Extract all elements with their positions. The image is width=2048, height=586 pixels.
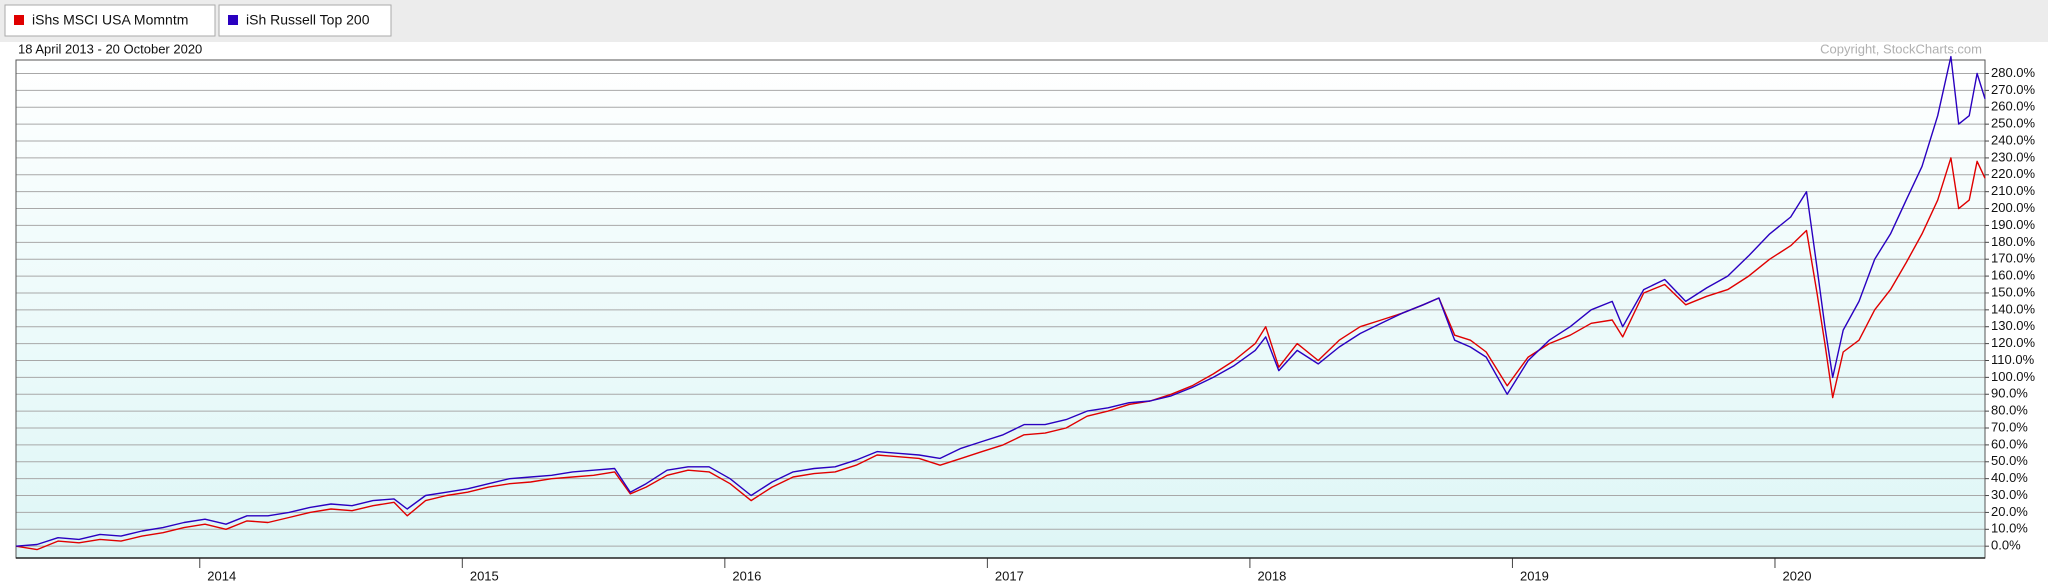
y-tick-label: 110.0% [1991, 352, 2035, 367]
y-tick-label: 160.0% [1991, 268, 2036, 283]
x-tick-label: 2018 [1257, 568, 1286, 583]
y-tick-label: 30.0% [1991, 487, 2028, 502]
y-tick-label: 40.0% [1991, 470, 2028, 485]
y-tick-label: 200.0% [1991, 200, 2036, 215]
y-tick-label: 120.0% [1991, 335, 2036, 350]
y-tick-label: 0.0% [1991, 538, 2021, 553]
x-tick-label: 2019 [1520, 568, 1549, 583]
x-tick-label: 2020 [1783, 568, 1812, 583]
legend-item[interactable]: iSh Russell Top 200 [218, 4, 392, 37]
y-tick-label: 230.0% [1991, 149, 2036, 164]
y-tick-label: 250.0% [1991, 116, 2036, 131]
y-tick-label: 150.0% [1991, 284, 2036, 299]
legend-label: iSh Russell Top 200 [246, 12, 370, 28]
y-tick-label: 130.0% [1991, 318, 2036, 333]
x-tick-label: 2015 [470, 568, 499, 583]
y-tick-label: 80.0% [1991, 403, 2028, 418]
y-tick-label: 20.0% [1991, 504, 2028, 519]
y-tick-label: 270.0% [1991, 82, 2036, 97]
y-tick-label: 100.0% [1991, 369, 2036, 384]
y-tick-label: 210.0% [1991, 183, 2036, 198]
copyright: Copyright, StockCharts.com [1820, 41, 1982, 56]
y-tick-label: 70.0% [1991, 419, 2028, 434]
y-tick-label: 180.0% [1991, 234, 2036, 249]
y-tick-label: 10.0% [1991, 521, 2028, 536]
chart-subtitle: 18 April 2013 - 20 October 2020 [18, 41, 202, 56]
legend-swatch [228, 15, 238, 25]
y-tick-label: 240.0% [1991, 132, 2036, 147]
x-tick-label: 2017 [995, 568, 1024, 583]
legend-button [218, 4, 392, 37]
y-tick-label: 140.0% [1991, 301, 2036, 316]
series-line [15, 157, 1986, 551]
legend-button [4, 4, 216, 37]
y-tick-label: 60.0% [1991, 436, 2028, 451]
y-tick-label: 280.0% [1991, 65, 2036, 80]
x-tick-label: 2014 [207, 568, 236, 583]
series-line [15, 55, 1986, 547]
y-tick-label: 190.0% [1991, 217, 2036, 232]
legend-label: iShs MSCI USA Momntm [32, 12, 188, 28]
x-tick-label: 2016 [732, 568, 761, 583]
y-tick-label: 50.0% [1991, 453, 2028, 468]
y-tick-label: 260.0% [1991, 99, 2036, 114]
legend-item[interactable]: iShs MSCI USA Momntm [4, 4, 216, 37]
y-tick-label: 170.0% [1991, 251, 2036, 266]
plot-background [16, 60, 1985, 558]
legend-swatch [14, 15, 24, 25]
y-tick-label: 90.0% [1991, 386, 2028, 401]
y-tick-label: 220.0% [1991, 166, 2036, 181]
